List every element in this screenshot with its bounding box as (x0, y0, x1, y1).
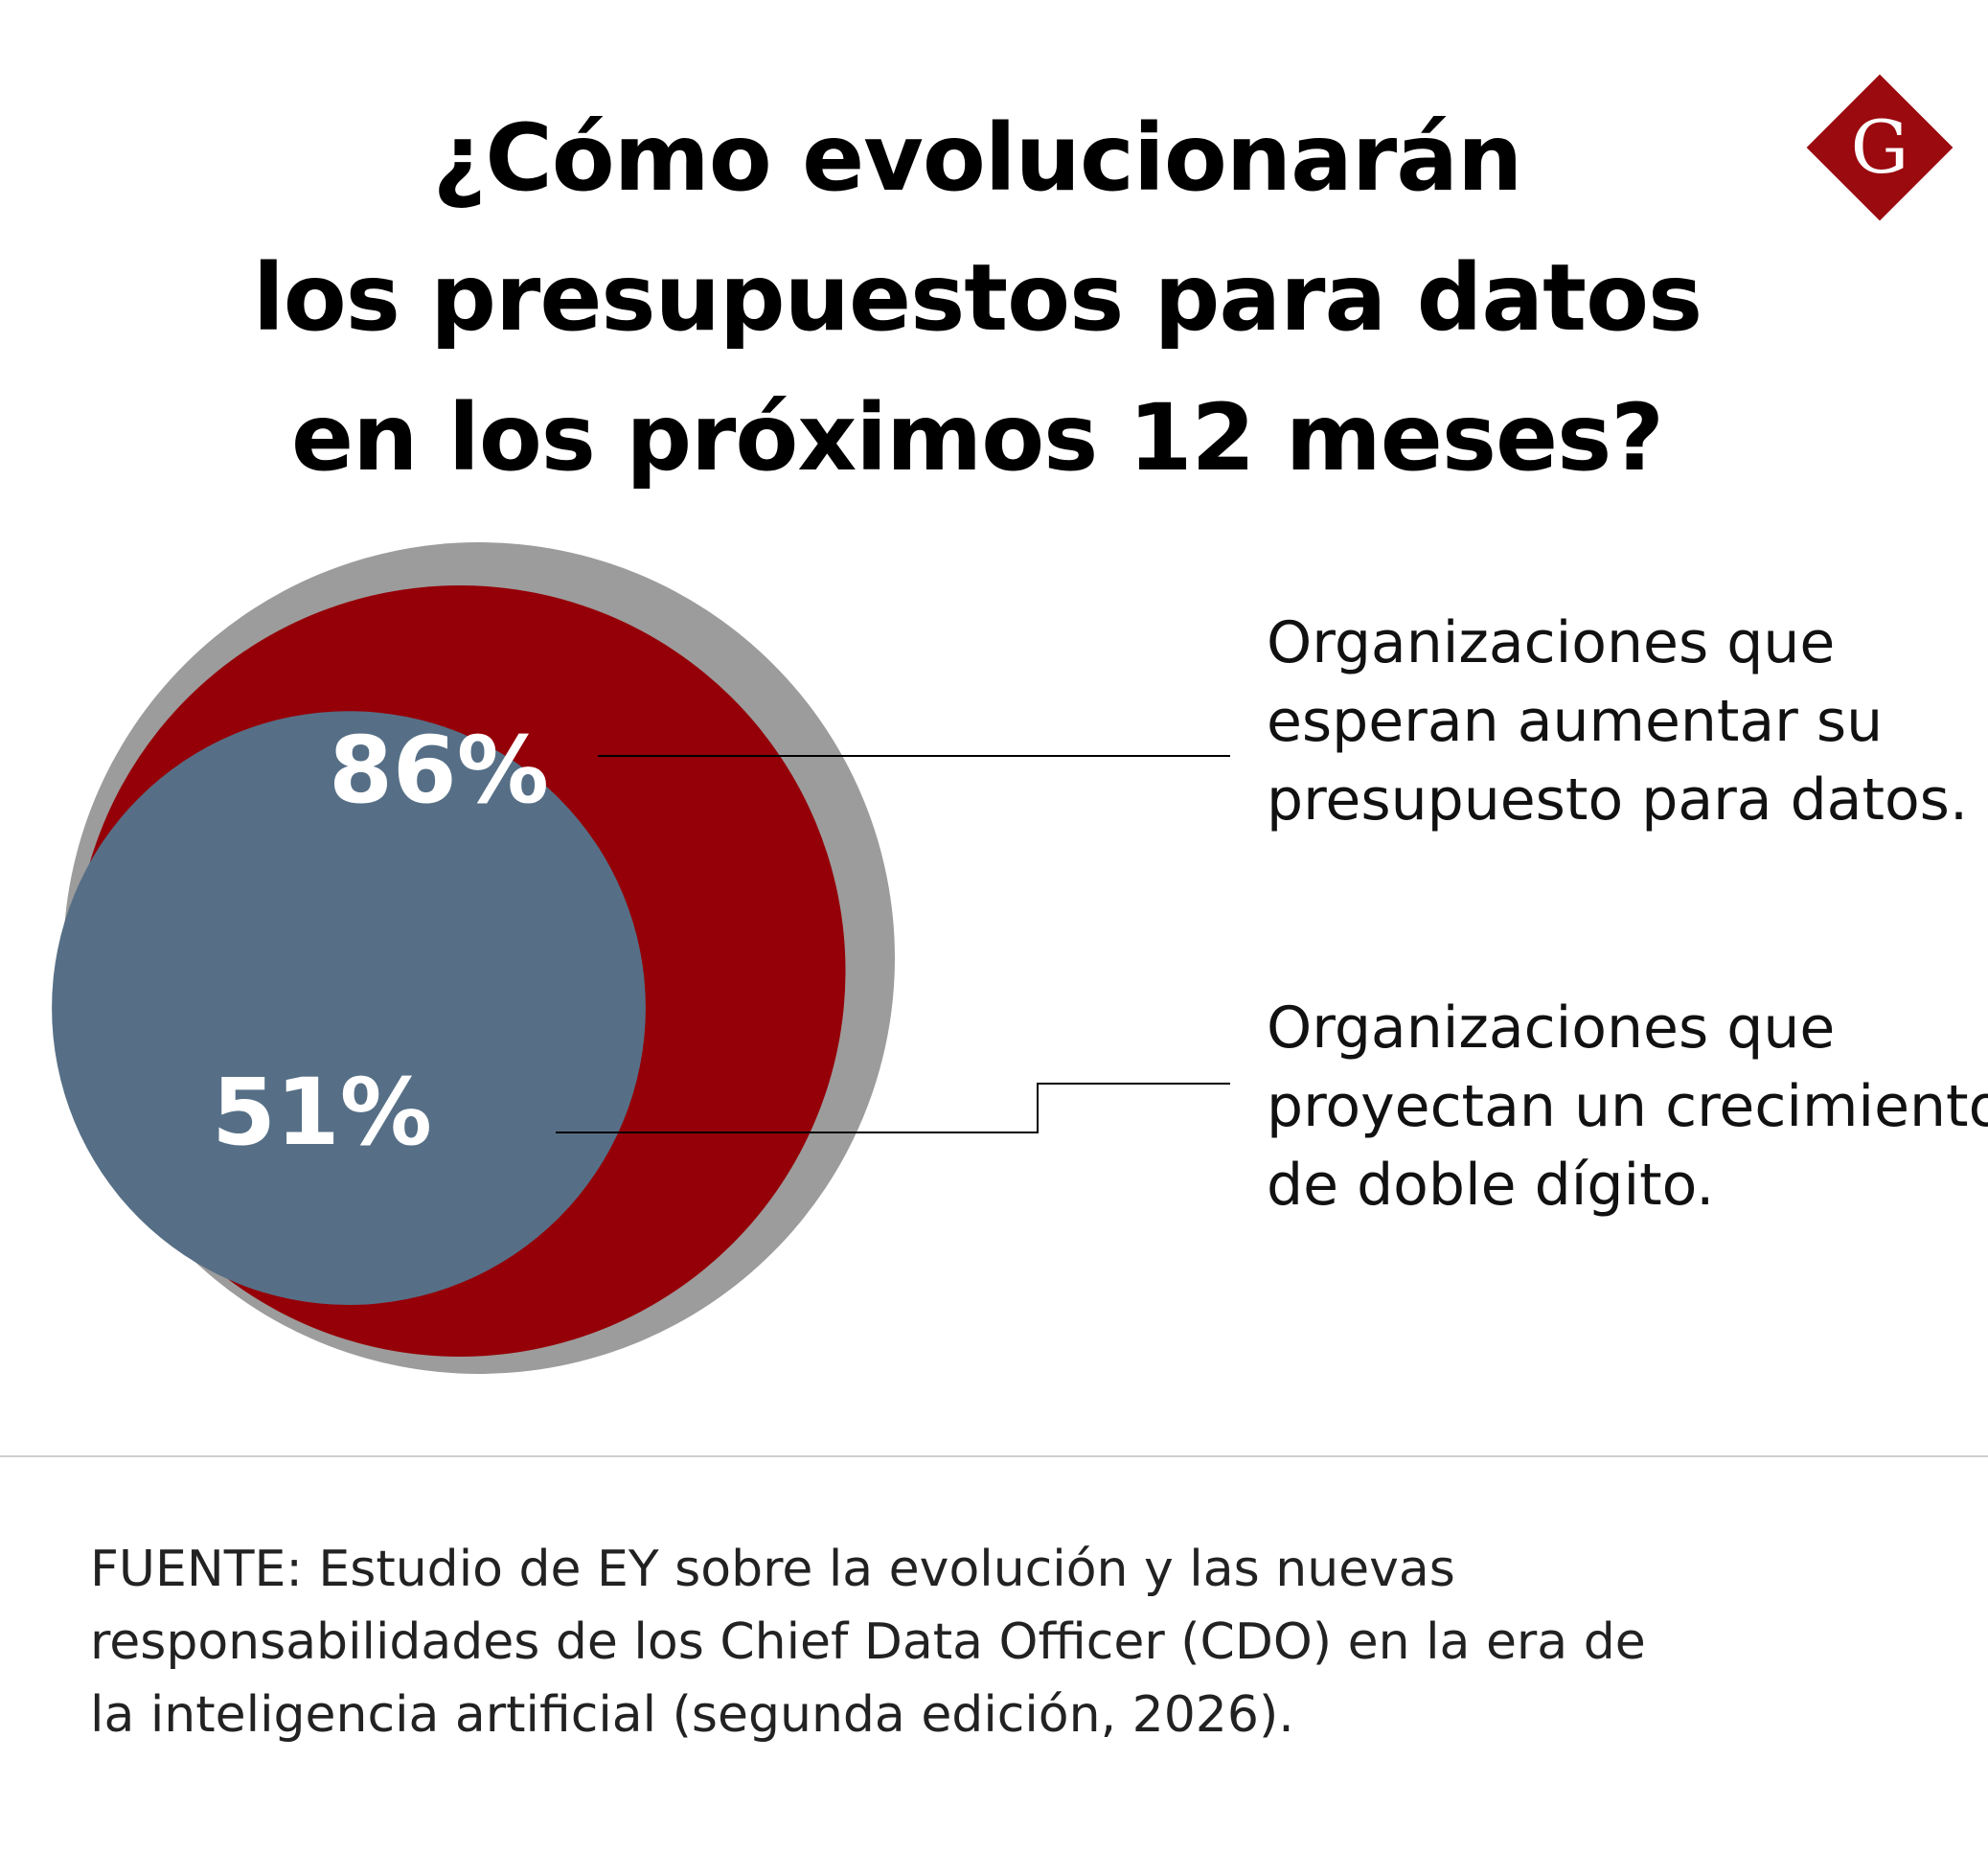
divider (0, 1455, 1988, 1457)
description-51-line-2: proyectan un crecimiento (1267, 1073, 1988, 1140)
value-label-86: 86% (329, 717, 549, 824)
source-line-2: responsabilidades de los Chief Data Offi… (90, 1613, 1646, 1671)
description-51: Organizaciones que proyectan un crecimie… (1267, 989, 1988, 1224)
source-note: FUENTE: Estudio de EY sobre la evolución… (90, 1533, 1910, 1751)
description-86: Organizaciones que esperan aumentar su p… (1267, 604, 1976, 839)
description-51-line-3: de doble dígito. (1267, 1152, 1715, 1219)
title-line-2: los presupuestos para datos (252, 244, 1702, 352)
source-line-3: la inteligencia artificial (segunda edic… (90, 1686, 1294, 1744)
chart-title: ¿Cómo evolucionarán los presupuestos par… (192, 88, 1763, 508)
nested-circle-chart: 86% 51% (52, 542, 1230, 1374)
value-label-51: 51% (212, 1059, 432, 1166)
leader-line-51 (556, 1083, 1230, 1133)
title-line-1: ¿Cómo evolucionarán (432, 104, 1523, 212)
description-86-line-3: presupuesto para datos. (1267, 766, 1969, 834)
description-86-line-1: Organizaciones que (1267, 609, 1836, 676)
logo-letter: G (1851, 104, 1909, 190)
title-line-3: en los próximos 12 meses? (291, 384, 1664, 492)
description-86-line-2: esperan aumentar su (1267, 688, 1884, 755)
circle-51-percent (52, 711, 646, 1305)
description-51-line-1: Organizaciones que (1267, 995, 1836, 1062)
source-line-1: FUENTE: Estudio de EY sobre la evolución… (90, 1541, 1455, 1598)
diamond-g-logo-icon: G (1806, 74, 1954, 221)
